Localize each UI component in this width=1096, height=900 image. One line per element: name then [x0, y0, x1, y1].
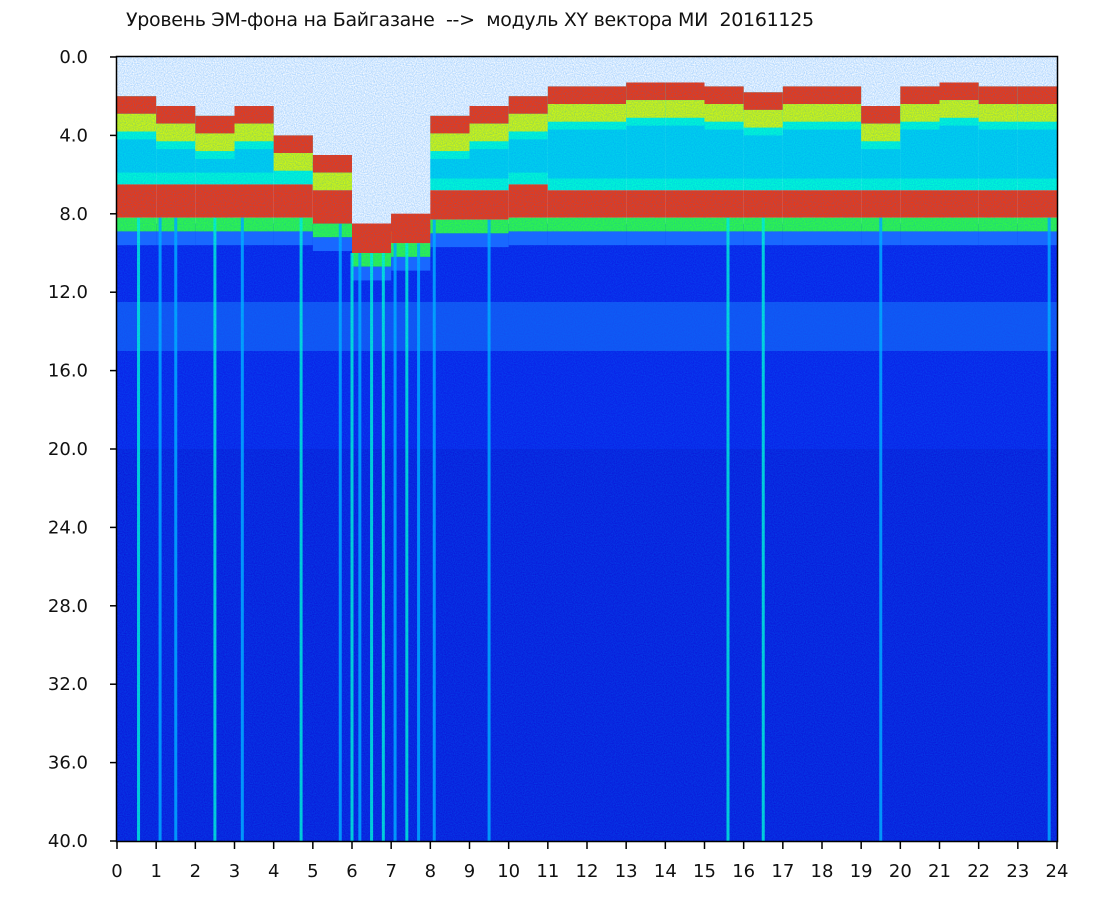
x-tick-label-20: 20: [889, 861, 912, 882]
y-tick-label-8: 32.0: [48, 674, 88, 695]
x-tick-label-14: 14: [654, 861, 677, 882]
x-tick-label-21: 21: [928, 861, 951, 882]
x-tick-label-2: 2: [190, 861, 201, 882]
x-tick-label-3: 3: [229, 861, 240, 882]
x-tick-label-1: 1: [150, 861, 161, 882]
y-tick-label-5: 20.0: [48, 439, 88, 460]
x-tick-label-22: 22: [967, 861, 990, 882]
x-tick-label-7: 7: [385, 861, 396, 882]
y-tick-label-6: 24.0: [48, 517, 88, 538]
x-tick-label-10: 10: [497, 861, 520, 882]
x-tick-label-15: 15: [693, 861, 716, 882]
y-tick-label-1: 4.0: [59, 125, 88, 146]
y-tick-label-7: 28.0: [48, 596, 88, 617]
x-tick-label-19: 19: [850, 861, 873, 882]
x-tick-label-23: 23: [1006, 861, 1029, 882]
x-tick-label-4: 4: [268, 861, 279, 882]
x-tick-label-13: 13: [615, 861, 638, 882]
x-tick-label-0: 0: [111, 861, 122, 882]
x-tick-label-12: 12: [576, 861, 599, 882]
y-tick-label-3: 12.0: [48, 282, 88, 303]
x-axis: 0 1 2 3 4 5 6 7 8 9 10 11 12 13 14 15 16 17 18 19 20 21 22 23 24: [111, 841, 1068, 882]
y-axis: 0.0 4.0 8.0 12.0 16.0 20.0 24.0 28.0 32.0 36.0 40.…: [48, 47, 117, 852]
speckle-texture: [117, 57, 1057, 841]
x-tick-label-16: 16: [732, 861, 755, 882]
x-tick-label-18: 18: [811, 861, 834, 882]
x-tick-label-5: 5: [307, 861, 318, 882]
x-tick-label-9: 9: [464, 861, 475, 882]
y-tick-label-2: 8.0: [59, 204, 88, 225]
x-tick-label-8: 8: [425, 861, 436, 882]
heatmap-cells: [117, 57, 1057, 841]
y-tick-label-0: 0.0: [59, 47, 88, 68]
y-tick-label-9: 36.0: [48, 753, 88, 774]
y-tick-label-4: 16.0: [48, 361, 88, 382]
x-tick-label-6: 6: [346, 861, 357, 882]
x-tick-label-11: 11: [536, 861, 559, 882]
y-tick-label-10: 40.0: [48, 831, 88, 852]
x-tick-label-24: 24: [1046, 861, 1069, 882]
chart-title: Уровень ЭМ-фона на Байгазане --> модуль …: [126, 9, 814, 31]
x-tick-label-17: 17: [771, 861, 794, 882]
